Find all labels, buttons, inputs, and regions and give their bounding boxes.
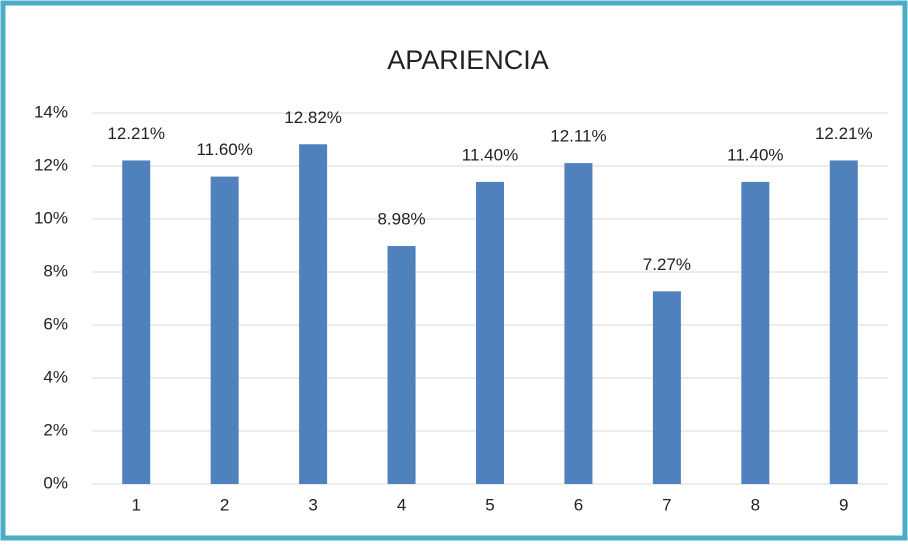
- y-tick-label: 14%: [34, 102, 68, 121]
- x-tick-label: 1: [131, 495, 140, 514]
- y-tick-label: 2%: [43, 420, 68, 439]
- x-tick-label: 9: [839, 495, 848, 514]
- data-label: 12.21%: [815, 124, 873, 143]
- bar: [122, 160, 151, 484]
- data-label: 8.98%: [377, 210, 425, 229]
- data-label: 11.40%: [727, 145, 783, 164]
- chart-title: APARIENCIA: [387, 45, 549, 75]
- data-label: 7.27%: [643, 255, 691, 274]
- x-tick-label: 4: [397, 495, 406, 514]
- x-tick-label: 7: [662, 495, 671, 514]
- y-tick-label: 8%: [43, 261, 68, 280]
- x-tick-label: 3: [308, 495, 317, 514]
- x-tick-label: 8: [751, 495, 760, 514]
- y-tick-label: 6%: [43, 314, 68, 333]
- y-tick-label: 12%: [34, 155, 68, 174]
- bar: [387, 246, 416, 484]
- data-label: 12.21%: [107, 124, 165, 143]
- data-label: 11.60%: [196, 140, 252, 159]
- bar: [741, 181, 770, 484]
- bar: [652, 291, 681, 484]
- data-label: 12.11%: [550, 127, 606, 146]
- bar: [476, 181, 504, 484]
- y-tick-label: 4%: [43, 367, 68, 386]
- x-tick-label: 5: [485, 495, 494, 514]
- x-tick-label: 2: [220, 495, 229, 514]
- y-tick-label: 0%: [43, 473, 68, 492]
- bar: [299, 144, 328, 484]
- bar: [564, 163, 593, 484]
- bar: [210, 176, 239, 484]
- bar: [829, 160, 858, 484]
- y-tick-label: 10%: [34, 208, 68, 227]
- data-label: 11.40%: [462, 145, 518, 164]
- data-label: 12.82%: [284, 108, 342, 127]
- x-tick-label: 6: [574, 495, 583, 514]
